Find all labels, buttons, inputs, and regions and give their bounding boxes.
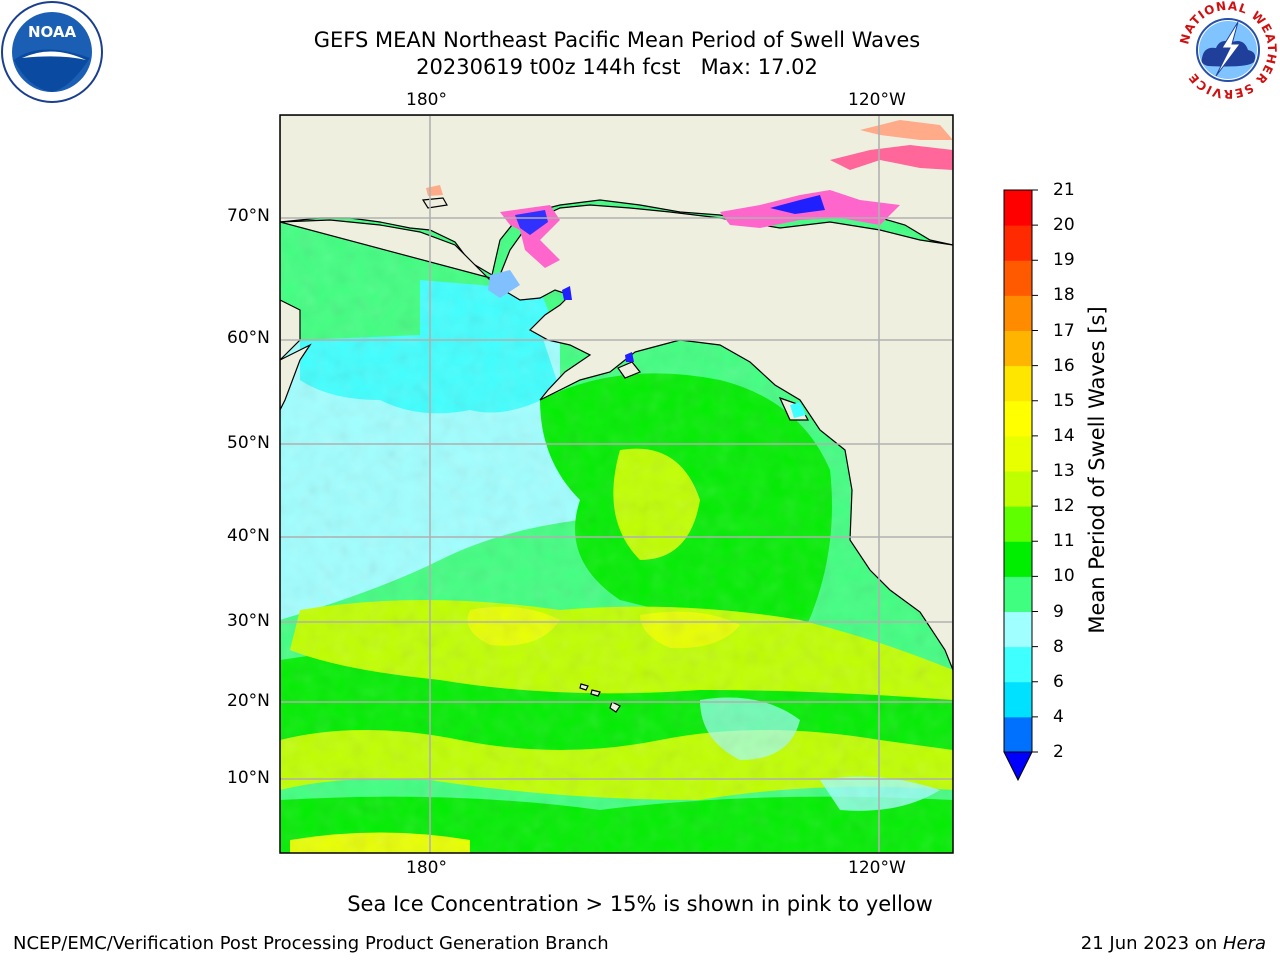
colorbar-tick-label: 2 — [1053, 742, 1064, 762]
lon-label-bottom-120w: 120°W — [848, 858, 906, 878]
colorbar-segment — [1004, 646, 1032, 683]
colorbar-segment — [1004, 541, 1032, 577]
colorbar-segment — [1004, 400, 1032, 437]
lon-label-top-120w: 120°W — [848, 90, 906, 110]
colorbar-tick-label: 8 — [1053, 636, 1064, 657]
colorbar-segment — [1004, 260, 1032, 296]
map-fields — [280, 115, 953, 853]
land-masses — [280, 115, 953, 713]
gridlines — [280, 115, 953, 853]
colorbar-segment — [1004, 471, 1032, 507]
lat-label-60n: 60°N — [227, 328, 270, 348]
colorbar-segment — [1004, 365, 1032, 402]
lat-label-20n: 20°N — [227, 691, 270, 711]
footer-credit: NCEP/EMC/Verification Post Processing Pr… — [13, 933, 609, 954]
footer-date: 21 Jun 2023 on Hera — [1081, 933, 1266, 954]
lat-label-70n: 70°N — [227, 206, 270, 226]
colorbar-segment — [1004, 716, 1032, 753]
colorbar-tick-label: 15 — [1053, 390, 1075, 411]
colorbar-tick-label: 17 — [1053, 320, 1075, 341]
colorbar-tick-label: 6 — [1053, 671, 1064, 692]
colorbar-tick-label: 19 — [1053, 250, 1075, 271]
colorbar-tick-label: 20 — [1053, 215, 1075, 236]
nws-logo: NATIONAL WEATHER SERVICE — [1178, 0, 1278, 100]
lat-label-30n: 30°N — [227, 611, 270, 631]
map-frame — [279, 114, 954, 854]
lat-label-40n: 40°N — [227, 526, 270, 546]
colorbar-segment — [1004, 681, 1032, 718]
colorbar-tick-label: 12 — [1053, 496, 1075, 517]
colorbar-tick-label: 21 — [1053, 180, 1075, 200]
footer-date-text: 21 Jun 2023 on — [1080, 933, 1223, 954]
footer-machine: Hera — [1222, 933, 1266, 954]
colorbar-segment — [1004, 576, 1032, 612]
sea-ice-caption: Sea Ice Concentration > 15% is shown in … — [347, 892, 933, 916]
colorbar-segment — [1004, 330, 1032, 367]
colorbar-segment — [1004, 190, 1032, 226]
lon-label-bottom-180: 180° — [406, 858, 447, 878]
colorbar-tick-label: 10 — [1053, 566, 1075, 587]
colorbar-segment — [1004, 435, 1032, 472]
colorbar-segment — [1004, 611, 1032, 648]
colorbar-segment — [1004, 506, 1032, 542]
noaa-logo-text: NOAA — [28, 23, 77, 41]
colorbar-tick-label: 4 — [1053, 706, 1064, 727]
colorbar-segment — [1004, 225, 1032, 261]
colorbar-tick-label: 16 — [1053, 355, 1075, 376]
colorbar — [1003, 189, 1038, 782]
chart-title: GEFS MEAN Northeast Pacific Mean Period … — [313, 28, 921, 52]
colorbar-segment — [1004, 295, 1032, 331]
noaa-logo: NOAA — [1, 1, 103, 103]
colorbar-extend-arrow — [1003, 751, 1033, 782]
colorbar-tick-label: 14 — [1053, 425, 1075, 446]
lat-label-50n: 50°N — [227, 433, 270, 453]
chart-subtitle: 20230619 t00z 144h fcst Max: 17.02 — [416, 55, 818, 79]
lat-label-10n: 10°N — [227, 768, 270, 788]
colorbar-tick-label: 13 — [1053, 461, 1075, 481]
colorbar-tick-label: 18 — [1053, 285, 1075, 306]
colorbar-label: Mean Period of Swell Waves [s] — [1085, 306, 1109, 634]
colorbar-tick-label: 11 — [1053, 531, 1075, 552]
colorbar-tick-label: 9 — [1053, 601, 1064, 622]
lon-label-top-180: 180° — [406, 90, 447, 110]
